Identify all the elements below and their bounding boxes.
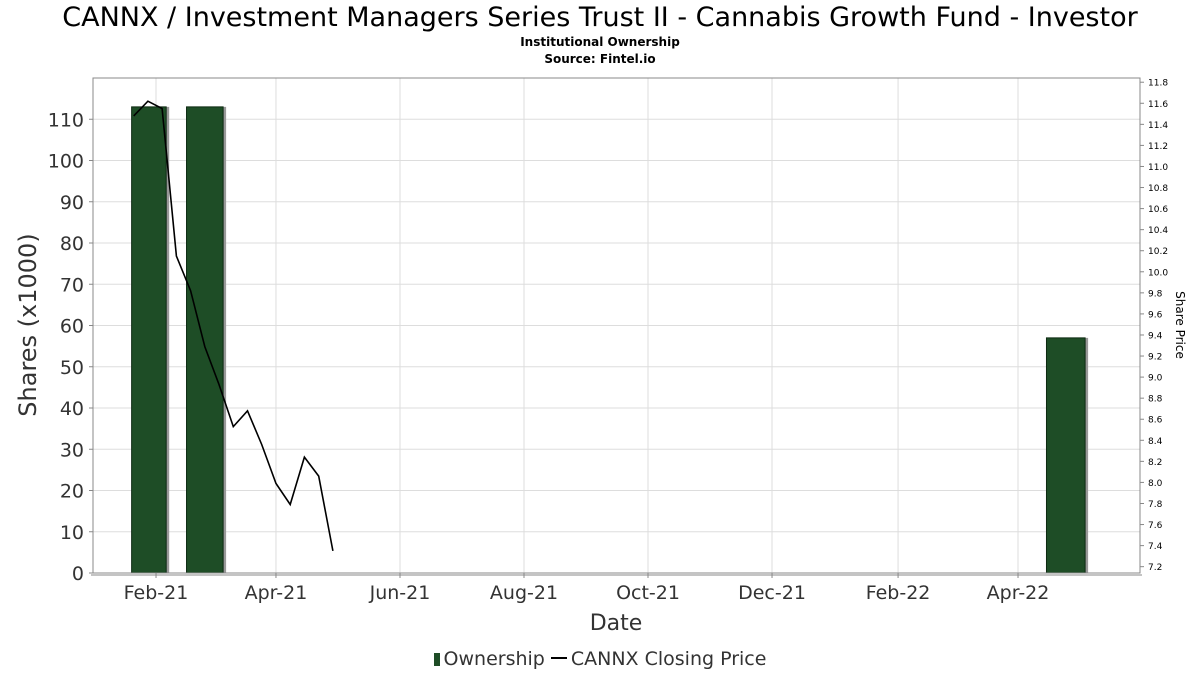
legend-ownership-swatch: [433, 653, 440, 666]
y2-tick-label: 11.4: [1148, 121, 1168, 131]
axes: 0 10 20 30 40 50 60 70 80 90 100 110 Feb-21 Apr-21 Jun…: [48, 77, 1168, 604]
y2-tick-label: 10.4: [1148, 226, 1168, 236]
ownership-bar: [1045, 337, 1086, 574]
y-tick-label: 60: [60, 316, 84, 338]
x-tick-label: Feb-22: [866, 582, 931, 604]
y2-tick-label: 11.0: [1148, 163, 1168, 173]
legend: Ownership CANNX Closing Price: [0, 647, 1200, 671]
x-tick-label: Apr-22: [987, 582, 1050, 604]
y-tick-label: 70: [60, 274, 84, 296]
ownership-chart: 0 10 20 30 40 50 60 70 80 90 100 110 Feb-21 Apr-21 Jun…: [14, 77, 1187, 636]
y2-tick-label: 10.8: [1148, 184, 1168, 194]
x-tick-label: Feb-21: [124, 582, 189, 604]
y-tick-label: 100: [48, 151, 84, 173]
grid: [93, 78, 1140, 574]
y-tick-label: 110: [48, 109, 84, 131]
y2-tick-label: 7.2: [1148, 563, 1162, 573]
y2-tick-label: 9.6: [1148, 310, 1163, 320]
y-tick-label: 30: [60, 439, 84, 461]
y-tick-label: 0: [72, 563, 84, 585]
y2-tick-label: 8.4: [1148, 437, 1163, 447]
y2-axis-label: Share Price: [1173, 291, 1187, 359]
x-tick-label: Apr-21: [245, 582, 308, 604]
x-axis-label: Date: [590, 611, 643, 636]
y2-tick-label: 9.4: [1148, 331, 1163, 341]
price-line-group: [133, 100, 334, 552]
y-tick-label: 90: [60, 192, 84, 214]
y2-tick-label: 10.6: [1148, 205, 1168, 215]
y-tick-label: 50: [60, 357, 84, 379]
y2-tick-label: 11.2: [1148, 142, 1168, 152]
legend-ownership-label: Ownership: [443, 648, 545, 670]
y2-tick-label: 9.0: [1148, 374, 1163, 384]
ownership-bar: [186, 106, 224, 574]
y-tick-label: 20: [60, 481, 84, 503]
legend-price-label: CANNX Closing Price: [570, 648, 767, 670]
legend-price-swatch: [550, 657, 567, 659]
chart-source: Source: Fintel.io: [544, 52, 656, 66]
ownership-bars: [131, 106, 1089, 574]
y2-tick-label: 8.0: [1148, 479, 1163, 489]
chart-subtitle: Institutional Ownership: [520, 35, 680, 49]
x-tick-label: Aug-21: [490, 582, 558, 604]
y2-tick-label: 7.6: [1148, 521, 1163, 531]
y-tick-label: 10: [60, 522, 84, 544]
ownership-bar: [131, 106, 167, 574]
y2-tick-label: 9.2: [1148, 353, 1162, 363]
y-tick-label: 80: [60, 233, 84, 255]
price-line: [133, 100, 334, 552]
plot-frame: [92, 77, 1141, 574]
y2-tick-label: 7.4: [1148, 542, 1163, 552]
y2-tick-label: 9.8: [1148, 289, 1163, 299]
y2-tick-label: 11.6: [1148, 100, 1168, 110]
x-tick-label: Jun-21: [369, 582, 431, 604]
x-tick-label: Dec-21: [738, 582, 806, 604]
y2-tick-label: 10.0: [1148, 268, 1168, 278]
y-tick-label: 40: [60, 398, 84, 420]
x-tick-label: Oct-21: [616, 582, 680, 604]
y2-tick-label: 8.2: [1148, 458, 1162, 468]
y2-tick-label: 7.8: [1148, 500, 1163, 510]
y2-tick-label: 11.8: [1148, 79, 1168, 89]
y2-tick-label: 8.6: [1148, 416, 1163, 426]
y-axis-label: Shares (x1000): [14, 233, 42, 416]
y2-tick-label: 8.8: [1148, 395, 1163, 405]
y2-tick-label: 10.2: [1148, 247, 1168, 257]
chart-title: CANNX / Investment Managers Series Trust…: [62, 2, 1138, 33]
